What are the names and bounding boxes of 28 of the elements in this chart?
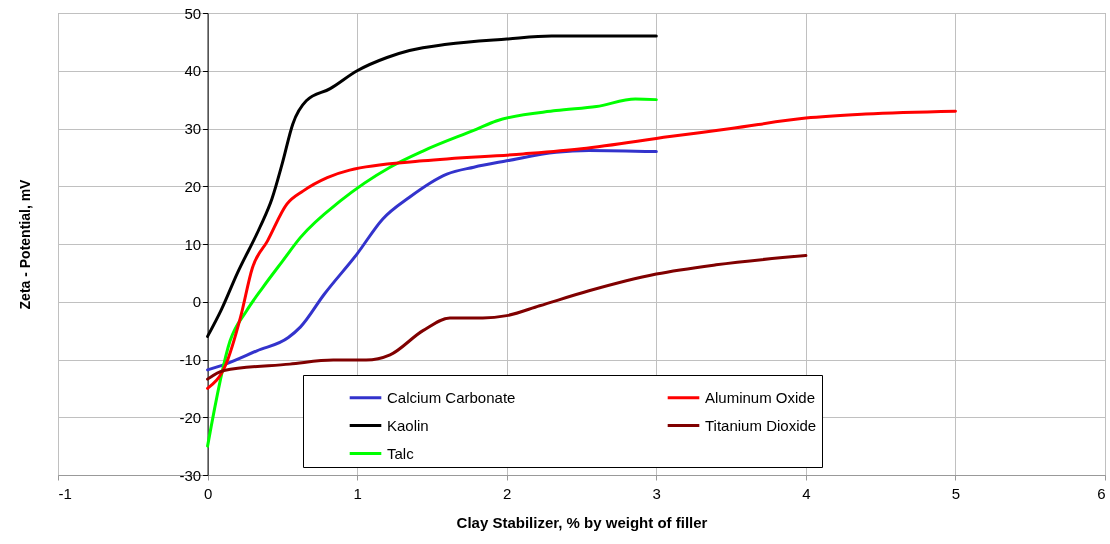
x-tick-label: 3 bbox=[652, 484, 661, 502]
x-tick-label: 2 bbox=[503, 484, 512, 502]
legend-label: Calcium Carbonate bbox=[387, 388, 516, 406]
x-axis-title: Clay Stabilizer, % by weight of filler bbox=[456, 513, 708, 531]
y-axis-title: Zeta - Potential, mV bbox=[16, 178, 33, 310]
x-tick-label: 6 bbox=[1097, 484, 1106, 502]
line-series bbox=[206, 109, 957, 390]
x-tick-label: 1 bbox=[353, 484, 362, 502]
x-tick-label: -1 bbox=[58, 484, 72, 502]
x-tick-label: 0 bbox=[203, 484, 213, 502]
y-tick-label: 0 bbox=[192, 293, 202, 311]
line-series bbox=[206, 254, 808, 381]
y-tick-label: 30 bbox=[184, 120, 202, 137]
x-tick-label: 5 bbox=[951, 484, 961, 502]
legend-label: Kaolin bbox=[387, 416, 429, 434]
y-tick-label: -30 bbox=[179, 466, 202, 484]
y-tick-label: -20 bbox=[179, 408, 202, 426]
x-tick-label: 4 bbox=[802, 484, 811, 502]
line-series bbox=[206, 148, 658, 372]
legend-label: Aluminum Oxide bbox=[705, 388, 816, 406]
y-tick-label: 50 bbox=[184, 4, 202, 22]
y-tick-label: 40 bbox=[184, 62, 202, 80]
line-series bbox=[206, 97, 658, 448]
y-tick-label: 10 bbox=[184, 235, 202, 253]
y-tick-label: 20 bbox=[184, 177, 202, 195]
legend-label: Talc bbox=[387, 444, 415, 462]
y-tick-label: -10 bbox=[179, 351, 202, 368]
legend-label: Titanium Dioxide bbox=[705, 416, 817, 434]
